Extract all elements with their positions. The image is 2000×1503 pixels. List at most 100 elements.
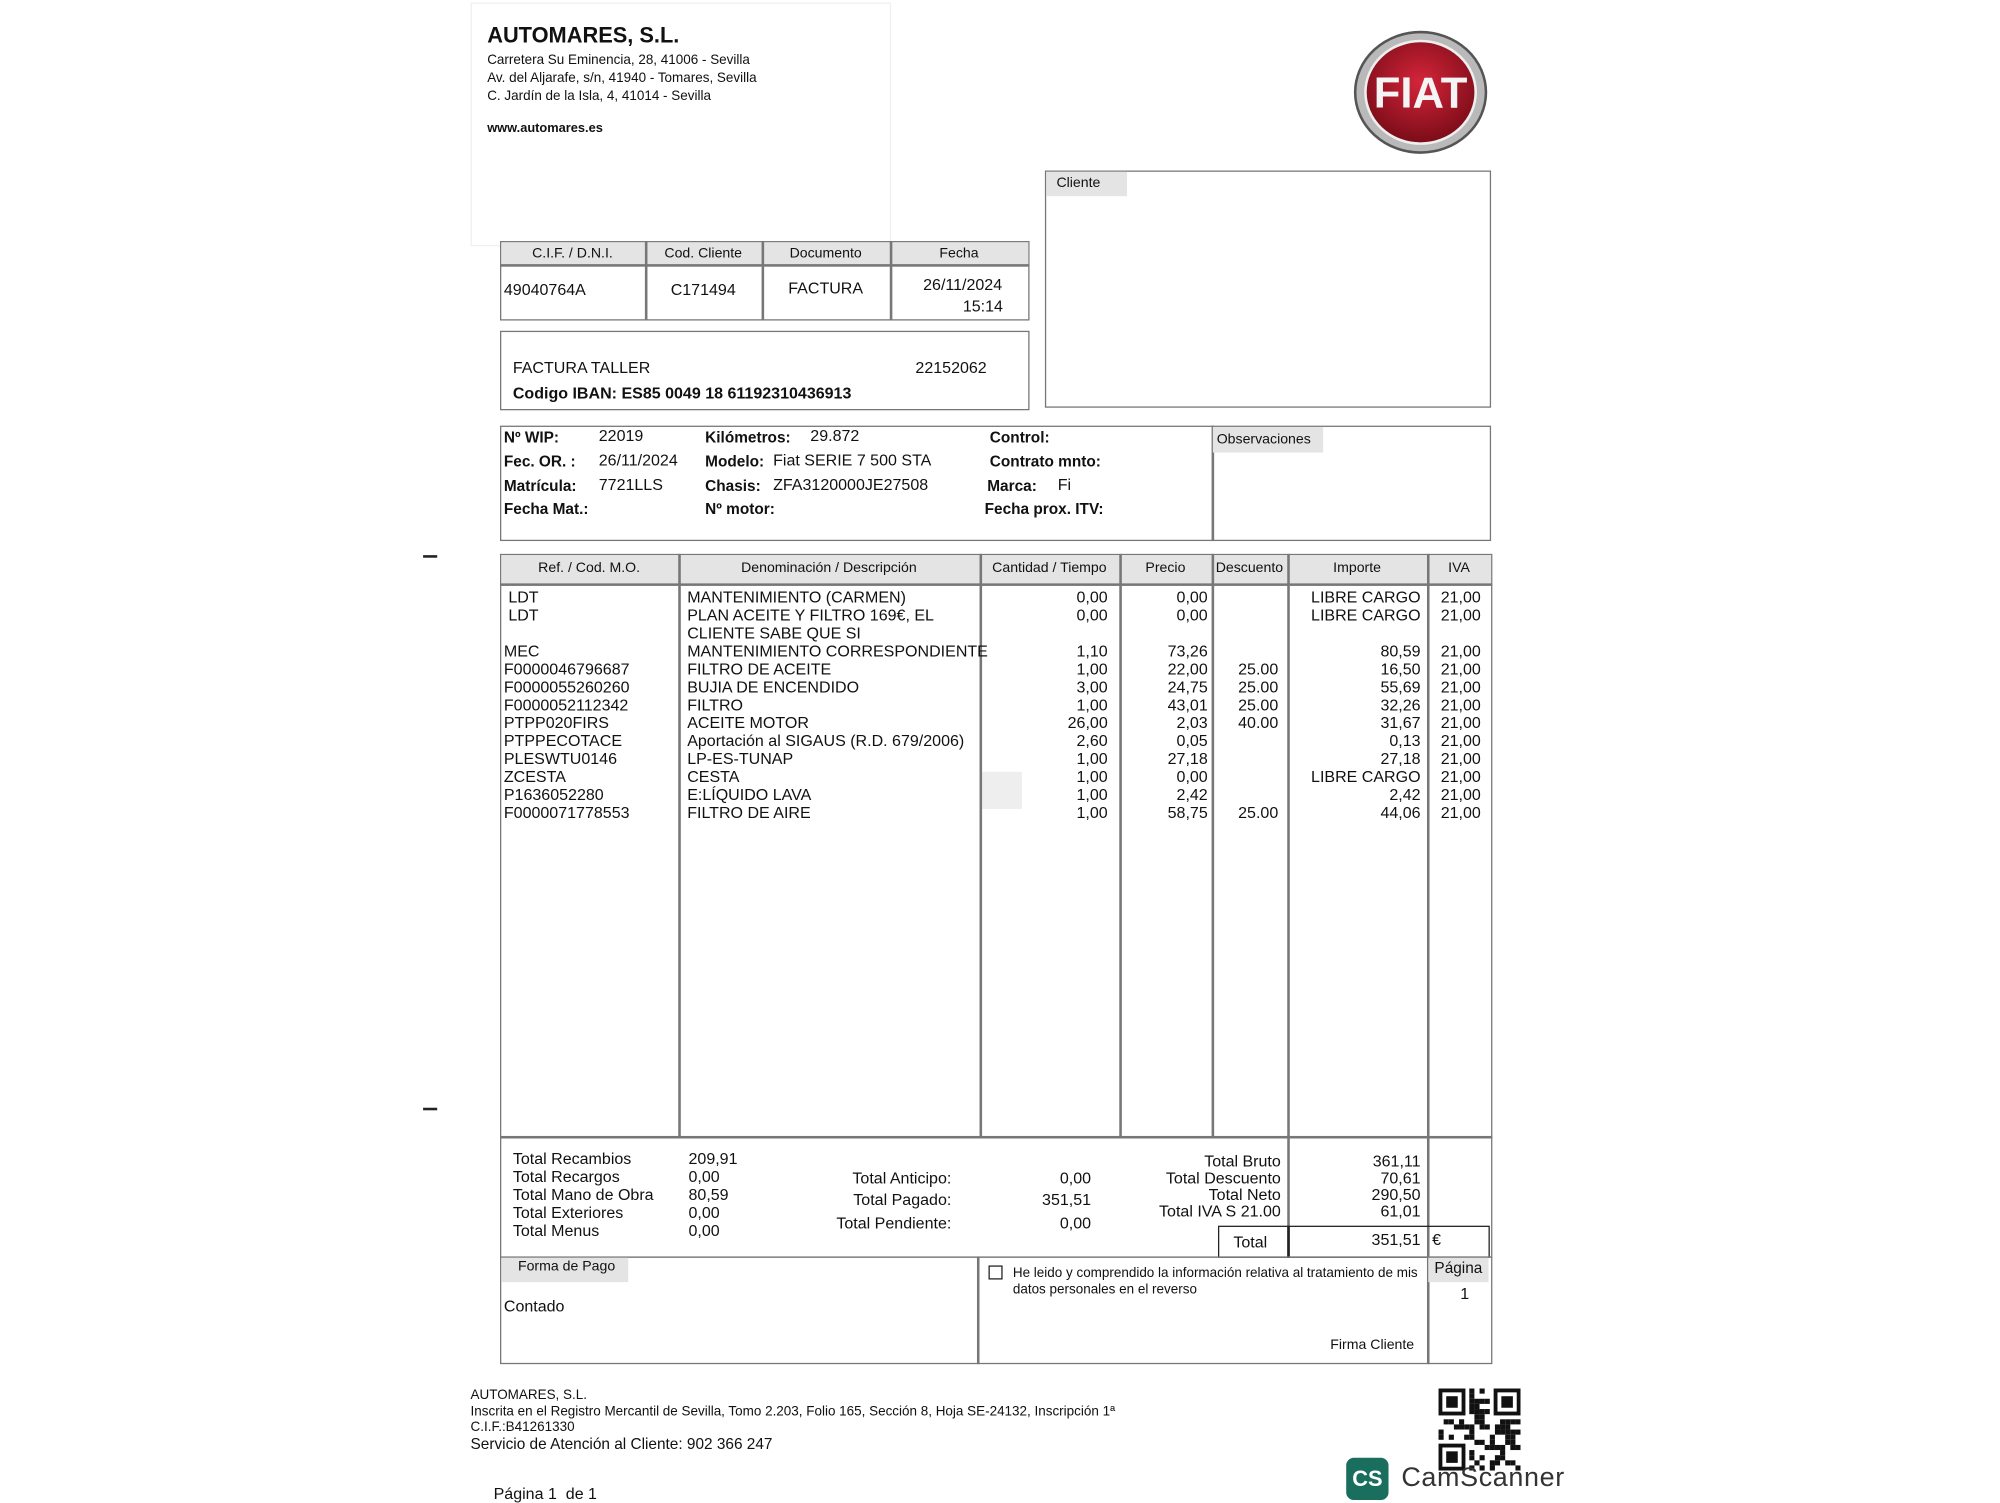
column-header: Documento (789, 246, 862, 262)
qr-module (1515, 1465, 1521, 1471)
consent-checkbox[interactable] (988, 1265, 1003, 1280)
qr-module (1505, 1434, 1511, 1440)
column-header: Denominación / Descripción (741, 560, 917, 576)
qr-module (1510, 1419, 1516, 1425)
qr-module (1484, 1424, 1490, 1430)
item-amount: 80,59 (1380, 642, 1421, 661)
rule (1211, 425, 1214, 542)
invoice-box (500, 330, 1030, 411)
fold-mark (423, 1107, 438, 1110)
cif: 49040764A (503, 280, 586, 299)
item-qty: 0,00 (1076, 588, 1108, 607)
address-line: Av. del Aljarafe, s/n, 41940 - Tomares, … (487, 70, 757, 86)
item-vat: 21,00 (1440, 714, 1481, 733)
qr-module (1474, 1439, 1480, 1445)
qr-module (1500, 1424, 1506, 1430)
qr-module (1501, 1396, 1513, 1408)
rule (1287, 1135, 1290, 1257)
total-label: Total Anticipo: (852, 1169, 952, 1188)
total-value: 80,59 (688, 1185, 729, 1204)
date: 26/11/2024 (923, 275, 1003, 294)
address-line: Carretera Su Eminencia, 28, 41006 - Sevi… (487, 52, 750, 68)
doc-info-table (500, 241, 1030, 321)
qr-module (1479, 1398, 1485, 1404)
item-price: 24,75 (1167, 678, 1208, 697)
iban: Codigo IBAN: ES85 0049 18 61192310436913 (512, 384, 852, 403)
item-desc: MANTENIMIENTO (CARMEN) (687, 588, 906, 607)
item-amount: LIBRE CARGO (1311, 606, 1421, 625)
item-qty: 1,10 (1076, 642, 1108, 661)
qr-module (1469, 1393, 1475, 1399)
item-qty: 26,00 (1067, 714, 1108, 733)
item-ref: ZCESTA (503, 767, 566, 786)
doc-info-header-bg (501, 242, 1029, 265)
item-desc: BUJIA DE ENCENDIDO (687, 678, 860, 697)
item-qty: 0,00 (1076, 606, 1108, 625)
field-value: Fiat SERIE 7 500 STA (773, 451, 932, 470)
qr-module (1500, 1450, 1506, 1456)
item-vat: 21,00 (1440, 606, 1481, 625)
item-ref: P1636052280 (503, 785, 604, 804)
qr-module (1479, 1388, 1485, 1394)
footer-line: Servicio de Atención al Cliente: 902 366… (470, 1434, 773, 1453)
item-vat: 21,00 (1440, 732, 1481, 751)
item-price: 22,00 (1167, 660, 1208, 679)
field-value: ZFA3120000JE27508 (773, 475, 929, 494)
rule (1119, 553, 1122, 1138)
qr-module (1484, 1444, 1490, 1451)
rule (644, 241, 647, 321)
qr-module (1484, 1398, 1490, 1404)
item-ref: MEC (503, 642, 540, 661)
item-qty: 2,60 (1076, 732, 1108, 751)
item-desc: LP-ES-TUNAP (687, 750, 794, 768)
qr-module (1500, 1455, 1506, 1461)
item-desc: E:LÍQUIDO LAVA (687, 785, 812, 804)
item-qty: 1,00 (1076, 803, 1108, 822)
item-amount: 55,69 (1380, 678, 1421, 697)
qr-module (1505, 1429, 1511, 1435)
field-label: Contrato mnto: (989, 452, 1101, 471)
qr-module (1510, 1460, 1516, 1466)
qr-module (1448, 1419, 1454, 1425)
rule (1426, 1256, 1429, 1365)
items-header-bg (501, 555, 1492, 584)
field-label: Modelo: (705, 452, 765, 471)
client-box (1044, 170, 1492, 408)
item-qty: 1,00 (1076, 660, 1108, 679)
total-value: 0,00 (688, 1221, 720, 1240)
item-vat: 21,00 (1440, 767, 1481, 786)
qr-module (1469, 1388, 1475, 1394)
qr-module (1505, 1419, 1511, 1425)
total-value: 209,91 (688, 1150, 738, 1168)
total-value: 351,51 (1042, 1191, 1092, 1210)
time: 15:14 (962, 297, 1003, 316)
rule (678, 553, 681, 1138)
client-label: Cliente (1046, 171, 1127, 197)
item-qty: 1,00 (1076, 750, 1108, 768)
item-amount: 32,26 (1380, 696, 1421, 715)
total-label: Total (1233, 1233, 1268, 1252)
field-label: Fecha Mat.: (503, 500, 589, 518)
qr-module (1474, 1419, 1480, 1425)
item-ref: F0000046796687 (503, 660, 630, 679)
page-label: Página (1428, 1257, 1489, 1283)
qr-module (1489, 1460, 1495, 1466)
qr-module (1500, 1419, 1506, 1425)
qr-module (1510, 1429, 1516, 1435)
qr-module (1453, 1424, 1460, 1430)
fold-mark (423, 555, 438, 558)
qr-module (1505, 1460, 1511, 1466)
document-type: FACTURA (788, 279, 864, 298)
rule (1426, 553, 1429, 1138)
rule (761, 241, 764, 321)
item-amount: LIBRE CARGO (1311, 588, 1421, 607)
rule (500, 583, 1493, 586)
qr-module (1438, 1434, 1444, 1440)
signature-label: Firma Cliente (1330, 1337, 1415, 1353)
field-value: 26/11/2024 (598, 451, 678, 470)
total-label: Total Pendiente: (836, 1214, 952, 1233)
item-amount: 2,42 (1389, 785, 1421, 804)
total-label: Total Mano de Obra (512, 1185, 654, 1204)
qr-module (1479, 1439, 1485, 1445)
qr-module (1515, 1419, 1521, 1425)
